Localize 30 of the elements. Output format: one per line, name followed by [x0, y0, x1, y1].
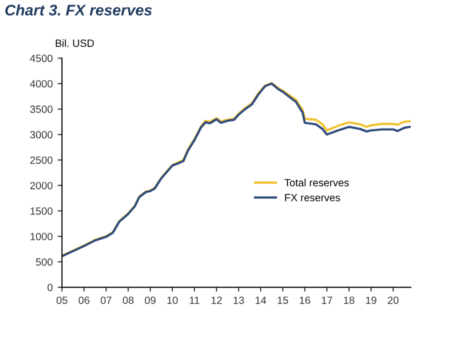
- x-tick-label: 19: [366, 296, 376, 304]
- y-axis-title: Bil. USD: [56, 39, 94, 47]
- x-tick-label: 08: [122, 296, 134, 304]
- y-tick-label: 1000: [30, 232, 53, 240]
- x-tick-label: 11: [190, 296, 200, 304]
- x-tick-label: 14: [256, 296, 266, 304]
- x-tick-label: 17: [322, 296, 332, 304]
- chart-title: Chart 3. FX reserves: [5, 4, 152, 16]
- y-tick-label: 4000: [30, 80, 53, 88]
- x-tick-label: 16: [300, 296, 310, 304]
- x-tick-label: 18: [344, 296, 354, 304]
- y-tick-label: 500: [36, 258, 53, 266]
- x-tick-label: 05: [56, 296, 68, 304]
- y-tick-label: 1500: [30, 207, 53, 215]
- x-tick-label: 09: [144, 296, 156, 304]
- x-tick-label: 06: [78, 296, 90, 304]
- x-tick-label: 20: [388, 296, 399, 304]
- y-tick-label: 0: [48, 284, 53, 292]
- x-tick-label: 13: [234, 296, 244, 304]
- x-tick-label: 10: [167, 296, 178, 304]
- y-tick-label: 3000: [30, 131, 53, 138]
- y-tick-label: 2000: [30, 182, 53, 190]
- legend-label: FX reserves: [285, 194, 340, 202]
- x-tick-label: 15: [278, 296, 288, 304]
- y-tick-label: 2500: [30, 156, 53, 164]
- y-tick-label: 4500: [30, 54, 53, 62]
- y-tick-label: 3500: [30, 106, 53, 113]
- x-tick-label: 07: [100, 296, 112, 304]
- legend-label: Total reserves: [284, 178, 349, 186]
- x-tick-label: 12: [212, 296, 222, 304]
